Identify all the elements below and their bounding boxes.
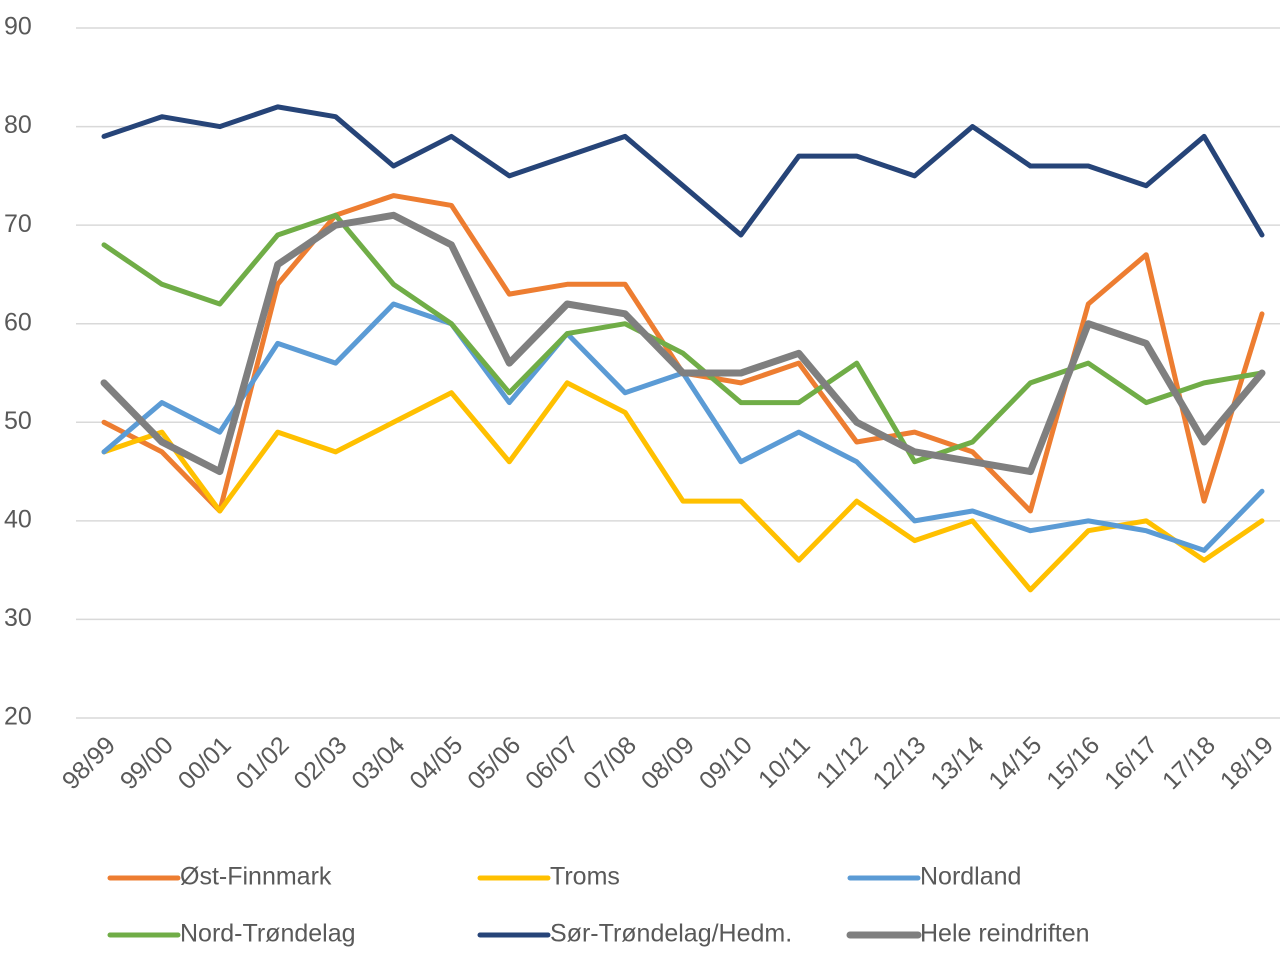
x-tick-label: 16/17 [1099,731,1163,795]
x-tick-label: 15/16 [1041,731,1105,795]
x-tick-label: 12/13 [867,731,931,795]
y-tick-label: 30 [4,604,32,632]
series-line [101,212,1265,465]
x-tick-label: 11/12 [811,731,874,794]
legend-label: Troms [550,863,620,891]
x-tick-label: 01/02 [231,731,295,795]
y-tick-label: 50 [4,407,32,435]
x-tick-label: 07/08 [578,731,642,795]
legend-label: Øst-Finnmark [180,863,332,891]
x-tick-label: 09/10 [694,731,758,795]
y-tick-label: 40 [4,505,32,533]
x-tick-label: 10/11 [753,731,816,794]
series-line [101,380,1265,593]
y-tick-label: 90 [4,13,32,41]
y-tick-label: 70 [4,210,32,238]
legend-label: Nordland [920,863,1021,891]
series-line [101,301,1265,553]
x-tick-label: 99/00 [115,731,179,795]
legend-label: Nord-Trøndelag [180,920,356,948]
x-tick-label: 18/19 [1215,731,1279,795]
x-tick-label: 98/99 [57,731,121,795]
x-tick-label: 08/09 [636,731,700,795]
x-tick-label: 14/15 [983,731,1047,795]
series-line [100,211,1266,476]
y-tick-label: 80 [4,111,32,139]
x-tick-label: 04/05 [404,731,468,795]
x-tick-label: 17/18 [1157,731,1221,795]
x-tick-label: 02/03 [288,731,352,795]
y-tick-label: 20 [4,703,32,731]
x-tick-label: 06/07 [520,731,584,795]
y-tick-label: 60 [4,308,32,336]
legend-label: Sør-Trøndelag/Hedm. [550,920,792,948]
x-tick-label: 00/01 [173,731,237,795]
series-line [101,104,1265,238]
x-tick-label: 13/14 [925,731,989,795]
legend-label: Hele reindriften [920,920,1090,948]
x-tick-label: 05/06 [462,731,526,795]
x-tick-label: 03/04 [346,731,410,795]
